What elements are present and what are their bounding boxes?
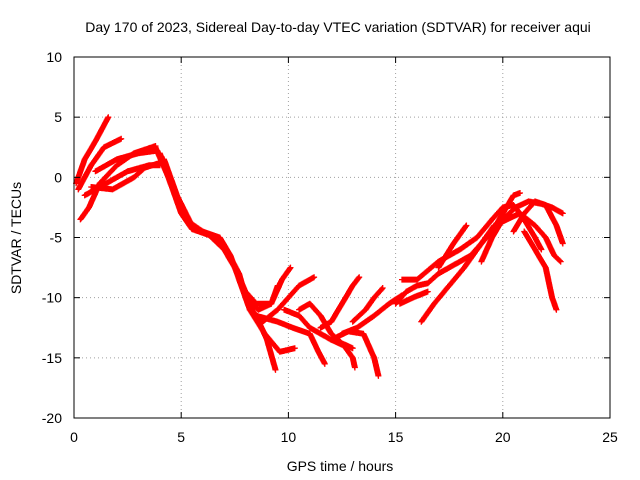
series-track-21 bbox=[418, 210, 564, 325]
series-track-17 bbox=[339, 292, 405, 337]
series-track-15 bbox=[317, 274, 363, 331]
x-tick-label: 0 bbox=[70, 429, 78, 445]
chart-title: Day 170 of 2023, Sidereal Day-to-day VTE… bbox=[85, 19, 591, 35]
y-tick-label: -20 bbox=[42, 410, 62, 426]
series-track-12 bbox=[253, 312, 328, 367]
series-markers bbox=[339, 292, 405, 337]
x-tick-label: 25 bbox=[602, 429, 618, 445]
y-tick-label: 10 bbox=[46, 49, 62, 65]
plot-area bbox=[73, 114, 566, 379]
series-markers bbox=[242, 264, 294, 313]
y-tick-label: 0 bbox=[54, 169, 62, 185]
series-track-22 bbox=[396, 288, 431, 307]
x-tick-label: 15 bbox=[388, 429, 404, 445]
series-markers bbox=[396, 288, 431, 307]
series-track-6 bbox=[92, 147, 159, 175]
series-track-18 bbox=[349, 285, 386, 325]
series-track-23 bbox=[435, 222, 470, 271]
series-markers bbox=[296, 300, 356, 352]
y-tick-label: -15 bbox=[42, 350, 62, 366]
series-track-14 bbox=[296, 300, 356, 352]
series-track-7 bbox=[152, 144, 281, 307]
series-markers bbox=[75, 135, 125, 193]
series-track-2 bbox=[75, 135, 125, 193]
series-markers bbox=[418, 210, 564, 325]
x-tick-label: 20 bbox=[495, 429, 511, 445]
axis-ticks: 0 5 10 15 20 25 -20 -15 -10 -5 0 5 10 bbox=[42, 49, 618, 445]
series-markers bbox=[73, 114, 112, 187]
y-tick-label: 5 bbox=[54, 109, 62, 125]
series-markers bbox=[349, 285, 386, 325]
series-track-26 bbox=[521, 228, 560, 313]
series-track-16 bbox=[328, 328, 382, 379]
x-axis-label: GPS time / hours bbox=[287, 458, 394, 474]
y-tick-label: -10 bbox=[42, 290, 62, 306]
series-markers bbox=[317, 274, 363, 331]
x-tick-label: 10 bbox=[281, 429, 297, 445]
series-track-1 bbox=[73, 114, 112, 187]
series-markers bbox=[328, 328, 382, 379]
y-axis-label: SDTVAR / TECUs bbox=[8, 182, 24, 294]
series-markers bbox=[253, 312, 328, 367]
series-markers bbox=[521, 228, 560, 313]
grid bbox=[74, 57, 610, 418]
series-track-9 bbox=[161, 156, 279, 373]
series-markers bbox=[88, 159, 163, 193]
series-track-25 bbox=[510, 198, 566, 247]
series-track-11 bbox=[242, 264, 294, 313]
x-tick-label: 5 bbox=[177, 429, 185, 445]
series-markers bbox=[510, 198, 566, 247]
series-markers bbox=[152, 144, 281, 307]
series-markers bbox=[435, 222, 470, 271]
series-track-5 bbox=[88, 159, 163, 193]
series-markers bbox=[161, 156, 279, 373]
series-markers bbox=[92, 147, 159, 175]
y-tick-label: -5 bbox=[50, 230, 63, 246]
